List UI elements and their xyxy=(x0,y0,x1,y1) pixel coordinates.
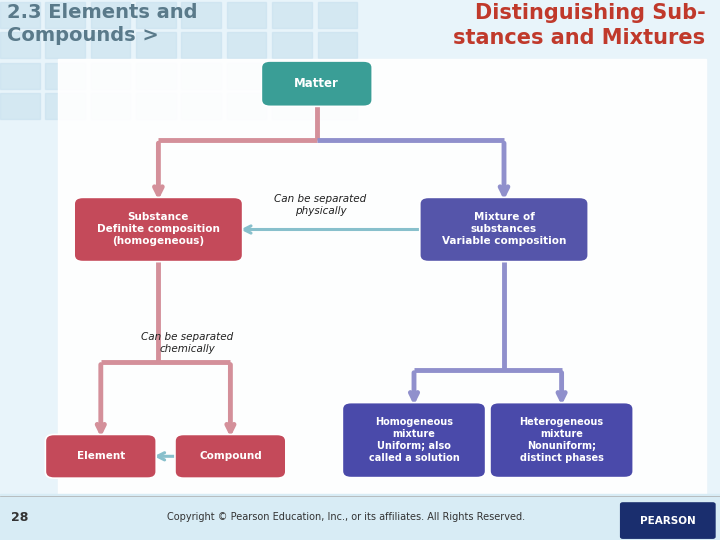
FancyBboxPatch shape xyxy=(490,403,634,477)
Bar xyxy=(318,32,357,58)
Text: Copyright © Pearson Education, Inc., or its affiliates. All Rights Reserved.: Copyright © Pearson Education, Inc., or … xyxy=(166,512,525,522)
Text: Homogeneous
mixture
Uniform; also
called a solution: Homogeneous mixture Uniform; also called… xyxy=(369,417,459,463)
Bar xyxy=(45,32,85,58)
Bar xyxy=(318,63,357,89)
FancyBboxPatch shape xyxy=(261,61,372,106)
Bar xyxy=(272,32,312,58)
Bar xyxy=(0,93,40,119)
Bar xyxy=(227,32,266,58)
Bar xyxy=(91,93,130,119)
Text: Can be separated
chemically: Can be separated chemically xyxy=(141,332,233,354)
Bar xyxy=(0,32,40,58)
Bar xyxy=(318,93,357,119)
FancyBboxPatch shape xyxy=(420,197,588,261)
Bar xyxy=(227,93,266,119)
Bar xyxy=(136,32,176,58)
Bar xyxy=(227,63,266,89)
Text: Can be separated
physically: Can be separated physically xyxy=(274,194,366,216)
Bar xyxy=(181,93,221,119)
Bar xyxy=(91,2,130,28)
Bar xyxy=(227,2,266,28)
Bar xyxy=(45,63,85,89)
Bar xyxy=(45,93,85,119)
Text: Matter: Matter xyxy=(294,77,339,90)
Bar xyxy=(272,2,312,28)
Bar xyxy=(91,32,130,58)
FancyBboxPatch shape xyxy=(175,434,286,478)
Bar xyxy=(0,2,40,28)
Bar xyxy=(91,63,130,89)
Text: Element: Element xyxy=(76,451,125,461)
Bar xyxy=(318,2,357,28)
Bar xyxy=(272,63,312,89)
FancyBboxPatch shape xyxy=(620,502,716,539)
Text: Mixture of
substances
Variable composition: Mixture of substances Variable compositi… xyxy=(442,213,566,246)
Bar xyxy=(181,63,221,89)
FancyBboxPatch shape xyxy=(45,434,156,478)
Text: 2.3 Elements and
Compounds >: 2.3 Elements and Compounds > xyxy=(7,3,198,45)
FancyBboxPatch shape xyxy=(343,403,485,477)
Text: PEARSON: PEARSON xyxy=(640,516,696,525)
Bar xyxy=(136,63,176,89)
Bar xyxy=(45,2,85,28)
Bar xyxy=(0,63,40,89)
Text: Heterogeneous
mixture
Nonuniform;
distinct phases: Heterogeneous mixture Nonuniform; distin… xyxy=(520,417,603,463)
Bar xyxy=(181,32,221,58)
Text: Compound: Compound xyxy=(199,451,262,461)
Bar xyxy=(272,93,312,119)
Text: Substance
Definite composition
(homogeneous): Substance Definite composition (homogene… xyxy=(97,213,220,246)
Text: Distinguishing Sub-
stances and Mixtures: Distinguishing Sub- stances and Mixtures xyxy=(454,3,706,48)
Bar xyxy=(136,93,176,119)
Bar xyxy=(136,2,176,28)
Text: 28: 28 xyxy=(11,511,28,524)
Bar xyxy=(0,494,720,540)
Bar xyxy=(58,59,706,494)
Bar xyxy=(181,2,221,28)
FancyBboxPatch shape xyxy=(74,197,243,261)
